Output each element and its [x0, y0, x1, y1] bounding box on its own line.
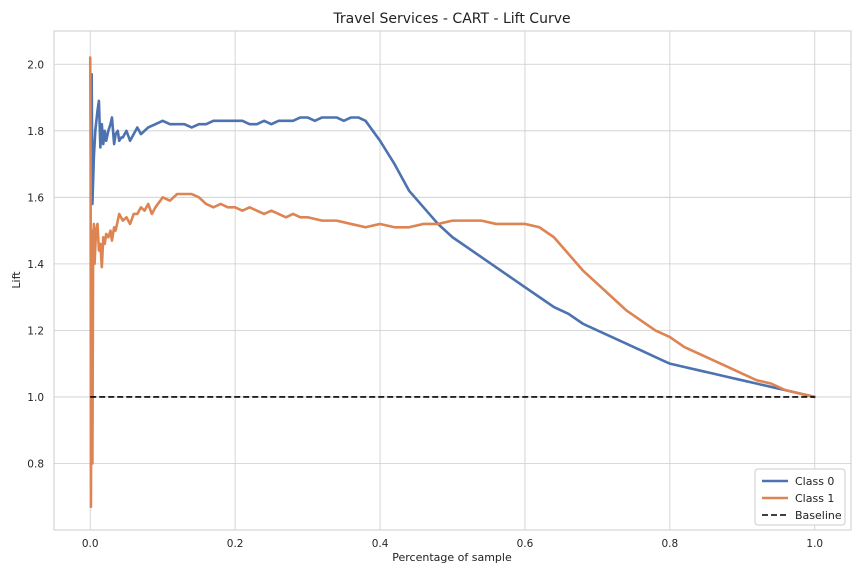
plot-area	[53, 30, 852, 531]
y-tick-label: 1.0	[27, 392, 44, 404]
y-tick-label: 1.2	[27, 325, 44, 337]
x-tick-label: 0.2	[227, 538, 244, 550]
y-axis-label: Lift	[10, 271, 23, 289]
legend-box	[754, 468, 846, 526]
series-layer	[88, 56, 817, 509]
legend-label: Baseline	[795, 509, 842, 522]
legend-label: Class 0	[795, 475, 834, 488]
x-tick-label: 1.0	[806, 538, 823, 550]
y-tick-label: 2.0	[27, 59, 44, 71]
y-tick-label: 1.4	[27, 259, 44, 271]
legend-items: Class 0 Class 1 Baseline	[762, 475, 842, 522]
x-tick-label: 0.8	[662, 538, 679, 550]
chart-title: Travel Services - CART - Lift Curve	[332, 11, 570, 27]
series-line-class-0	[90, 72, 817, 399]
x-tick-label: 0.6	[517, 538, 534, 550]
plot-background	[54, 31, 851, 530]
y-tick-label: 1.6	[27, 192, 44, 204]
x-tick-label: 0.4	[372, 538, 389, 550]
legend: Class 0 Class 1 Baseline	[754, 468, 846, 526]
y-tick-label: 0.8	[27, 458, 44, 470]
x-axis-label: Percentage of sample	[392, 551, 512, 564]
x-tick-label: 0.0	[82, 538, 99, 550]
y-tick-labels: 0.8 1.0 1.2 1.4 1.6 1.8 2.0	[27, 59, 44, 470]
y-gridlines	[54, 63, 851, 464]
x-tick-labels: 0.0 0.2 0.4 0.6 0.8 1.0	[82, 538, 823, 550]
plot-frame	[53, 30, 852, 531]
y-tick-label: 1.8	[27, 126, 44, 138]
legend-label: Class 1	[795, 492, 834, 505]
series-line-class-1	[88, 56, 817, 509]
